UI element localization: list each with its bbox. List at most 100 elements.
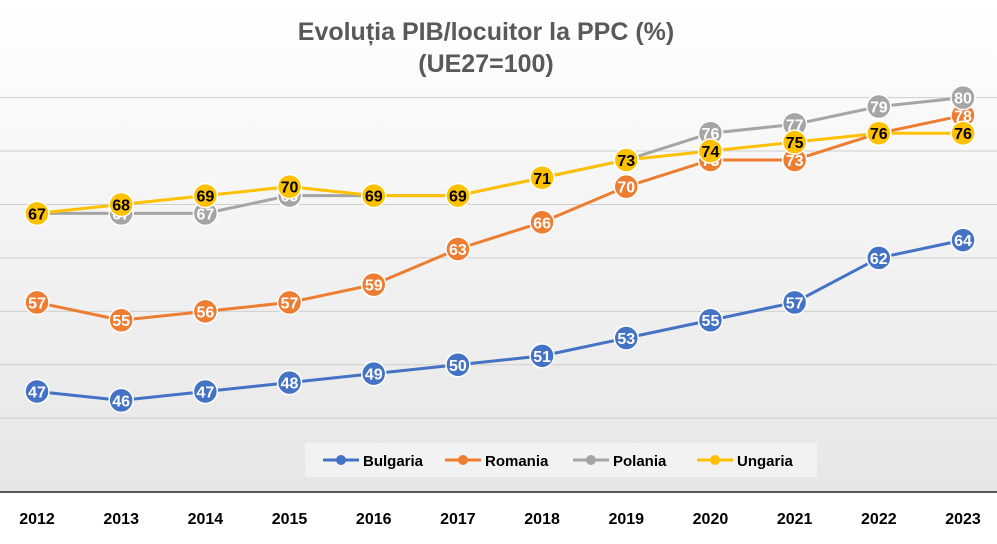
data-label: 57 <box>786 295 804 312</box>
data-label: 55 <box>702 313 720 330</box>
series-line-romania <box>36 113 964 322</box>
data-point <box>866 120 892 146</box>
plot-background <box>0 0 997 492</box>
x-tick-label: 2015 <box>272 511 308 528</box>
data-label: 77 <box>786 117 804 134</box>
data-point <box>276 289 303 316</box>
legend-marker <box>710 455 720 465</box>
data-label: 73 <box>786 153 804 170</box>
legend-label: Ungaria <box>737 453 794 470</box>
data-label: 76 <box>702 126 720 143</box>
data-point <box>781 289 808 316</box>
series-line-ungaria <box>36 131 963 215</box>
x-tick-label: 2020 <box>693 511 729 528</box>
data-label: 80 <box>954 91 972 108</box>
x-tick-label: 2017 <box>440 511 476 528</box>
chart-title: Evoluția PIB/locuitor la PPC (%) <box>298 18 674 46</box>
data-label: 47 <box>196 384 214 401</box>
data-point <box>950 84 976 111</box>
legend-marker <box>336 455 346 465</box>
data-point <box>866 93 892 120</box>
legend-label: Romania <box>485 453 549 470</box>
data-label: 70 <box>281 180 299 197</box>
data-label: 53 <box>617 331 635 348</box>
data-label: 46 <box>112 393 130 410</box>
data-point <box>866 245 892 271</box>
data-point <box>108 191 134 218</box>
data-label: 68 <box>112 197 130 214</box>
data-point <box>613 325 640 351</box>
data-point <box>24 200 50 227</box>
data-point <box>192 378 219 405</box>
data-point <box>24 378 50 405</box>
data-point <box>781 129 808 155</box>
data-point <box>108 387 134 414</box>
data-label: 71 <box>533 171 551 188</box>
data-point <box>192 182 219 209</box>
legend-marker <box>458 455 468 465</box>
chart-subtitle: (UE27=100) <box>418 50 554 78</box>
data-point <box>950 227 976 253</box>
data-label: 69 <box>449 189 467 206</box>
data-point <box>24 289 50 316</box>
data-point <box>360 271 387 298</box>
data-label: 69 <box>365 189 383 206</box>
data-label: 78 <box>954 108 972 125</box>
data-label: 67 <box>28 206 46 223</box>
data-point <box>529 209 555 236</box>
x-tick-label: 2016 <box>356 511 392 528</box>
data-label: 70 <box>617 180 635 197</box>
x-tick-label: 2018 <box>524 511 560 528</box>
legend-marker <box>586 455 596 465</box>
data-label: 73 <box>617 153 635 170</box>
data-label: 57 <box>281 295 299 312</box>
data-point <box>445 236 471 262</box>
data-point <box>697 307 724 333</box>
data-point <box>613 147 640 173</box>
data-point <box>360 182 387 209</box>
data-point <box>276 369 303 396</box>
x-tick-label: 2019 <box>608 511 644 528</box>
data-label: 63 <box>449 242 467 259</box>
data-label: 64 <box>954 233 972 250</box>
x-tick-label: 2022 <box>861 511 897 528</box>
legend-label: Bulgaria <box>363 453 424 470</box>
data-label: 56 <box>196 304 214 321</box>
data-point <box>445 182 471 209</box>
x-tick-label: 2021 <box>777 511 813 528</box>
data-label: 47 <box>28 384 46 401</box>
legend: Bulgaria Romania Polania Ungaria <box>305 443 817 477</box>
x-tick-label: 2012 <box>19 511 55 528</box>
data-point <box>192 298 219 325</box>
data-label: 51 <box>533 349 551 366</box>
data-point <box>529 165 555 191</box>
data-label: 76 <box>870 126 888 143</box>
data-label: 66 <box>533 215 551 232</box>
data-label: 57 <box>28 295 46 312</box>
data-label: 74 <box>702 144 720 161</box>
data-point <box>613 173 640 200</box>
data-point <box>529 343 555 369</box>
data-label: 55 <box>112 313 130 330</box>
series-points: 47 46 47 48 49 50 51 53 55 57 62 64 57 55 56 57 59 63 66 70… <box>24 84 976 414</box>
data-label: 79 <box>870 100 888 117</box>
legend-label: Polania <box>613 453 667 470</box>
data-label: 69 <box>196 189 214 206</box>
x-tick-label: 2023 <box>945 511 981 528</box>
data-point <box>360 360 387 387</box>
data-point <box>950 120 976 146</box>
data-label: 75 <box>786 135 804 152</box>
x-tick-label: 2014 <box>188 511 224 528</box>
data-label: 62 <box>870 251 888 268</box>
data-point <box>276 173 303 200</box>
x-tick-label: 2013 <box>103 511 139 528</box>
series-line-bulgaria <box>36 238 964 402</box>
data-label: 49 <box>365 367 383 384</box>
data-label: 67 <box>196 206 214 223</box>
gridlines <box>0 97 997 419</box>
x-axis-ticks: 2012 2013 2014 2015 2016 2017 2018 2019 2020 2021… <box>19 511 981 528</box>
data-label: 76 <box>954 126 972 143</box>
axis-background <box>0 492 997 544</box>
